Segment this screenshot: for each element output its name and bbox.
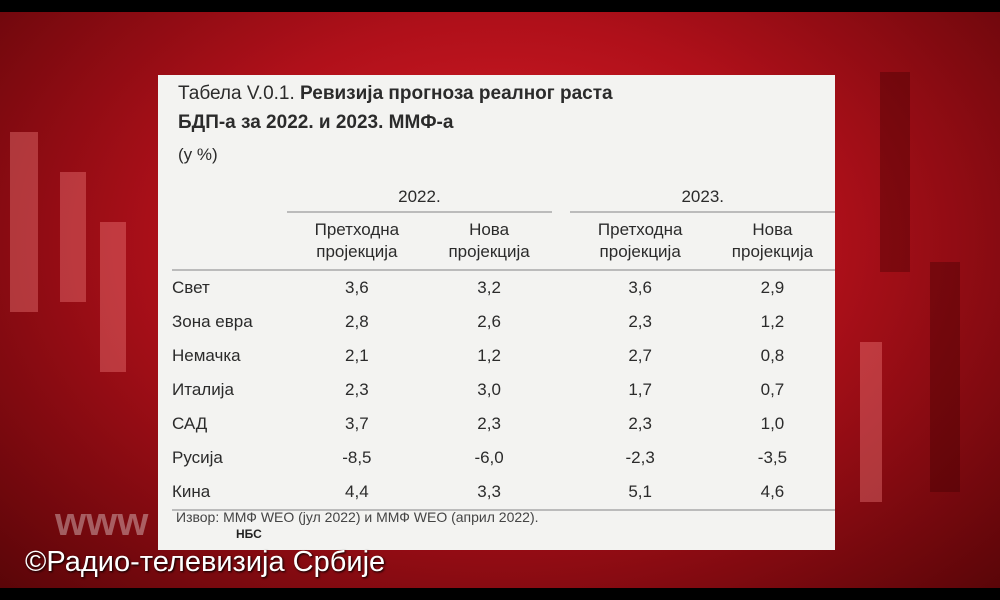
header-row: Претходна пројекција Нова пројекција Претх… bbox=[172, 212, 835, 271]
cell: 1,0 bbox=[760, 414, 785, 433]
cell: 4,4 bbox=[287, 475, 427, 511]
column-header: Претходна пројекција bbox=[287, 212, 427, 271]
watermark: ©Радио-телевизија Србије bbox=[25, 546, 386, 578]
cell: 2,3 bbox=[345, 380, 369, 399]
cell: 2,7 bbox=[628, 346, 652, 365]
cell: 2,1 bbox=[345, 346, 369, 365]
cell bbox=[172, 212, 288, 271]
row-label: Зона евра bbox=[172, 312, 253, 331]
cell: 2,3 bbox=[628, 312, 652, 331]
table: 2022. 2023. Претходна пројекција Нова проје… bbox=[172, 173, 835, 511]
gap bbox=[552, 173, 571, 212]
cell: 1,2 bbox=[760, 312, 785, 331]
row: САД 3,7 2,3 2,3 1,0 bbox=[172, 407, 835, 441]
candle bbox=[60, 172, 86, 302]
cell: 3,7 bbox=[345, 414, 369, 433]
cell: -3,5 bbox=[757, 448, 788, 467]
candle bbox=[880, 72, 910, 272]
row: Италија 2,3 3,0 1,7 0,7 bbox=[172, 373, 835, 407]
cell: 3,6 bbox=[628, 278, 652, 297]
column-header: Нова пројекција bbox=[709, 212, 835, 271]
column-header: Претходна пројекција bbox=[570, 212, 710, 271]
unit: (у %) bbox=[178, 145, 218, 164]
cell: 2,9 bbox=[760, 278, 785, 297]
table-panel: Табела V.0.1. Ревизија прогноза реалног … bbox=[158, 75, 835, 550]
cell: 0,8 bbox=[760, 346, 785, 365]
logo: НБС bbox=[236, 527, 262, 541]
row-label: Свет bbox=[172, 278, 210, 297]
caption-label: Табела V.0.1. bbox=[178, 83, 295, 104]
cell: 3,3 bbox=[426, 475, 552, 511]
year: 2023. bbox=[570, 173, 835, 213]
row-label: САД bbox=[172, 414, 208, 433]
gap bbox=[552, 339, 571, 373]
gap bbox=[552, 270, 571, 305]
row-label: Немачка bbox=[172, 346, 241, 365]
cell: -6,0 bbox=[474, 448, 504, 467]
row: Немачка 2,1 1,2 2,7 0,8 bbox=[172, 339, 835, 373]
gap bbox=[551, 475, 571, 511]
year: 2022. bbox=[287, 173, 552, 213]
gap bbox=[552, 441, 571, 475]
cell: -2,3 bbox=[625, 448, 655, 467]
cell: 1,7 bbox=[628, 380, 652, 399]
row-label: Италија bbox=[172, 380, 234, 399]
candle bbox=[10, 132, 38, 312]
cell: -8,5 bbox=[342, 448, 372, 467]
cell: 1,2 bbox=[477, 346, 501, 365]
cell: 2,3 bbox=[628, 414, 652, 433]
gap bbox=[552, 407, 571, 441]
cell: 2,8 bbox=[345, 312, 369, 331]
caption: Табела V.0.1. Ревизија прогноза реалног … bbox=[178, 79, 613, 137]
row: Зона евра 2,8 2,6 2,3 1,2 bbox=[172, 305, 835, 339]
cell: 4,6 bbox=[709, 475, 835, 511]
candle bbox=[100, 222, 126, 372]
caption-title: Ревизија прогноза реалног раста bbox=[300, 83, 613, 104]
year-row: 2022. 2023. bbox=[172, 173, 835, 213]
cell: 0,7 bbox=[760, 380, 785, 399]
gap bbox=[552, 305, 571, 339]
candle bbox=[930, 262, 960, 492]
cell: 3,2 bbox=[477, 278, 501, 297]
gap bbox=[551, 212, 571, 271]
row: Кина 4,4 3,3 5,1 4,6 bbox=[172, 475, 835, 511]
column-header: Нова пројекција bbox=[426, 212, 552, 271]
row: Русија -8,5 -6,0 -2,3 -3,5 bbox=[172, 441, 835, 475]
cell: 3,6 bbox=[345, 278, 369, 297]
candle bbox=[860, 342, 882, 502]
row: Свет 3,6 3,2 3,6 2,9 bbox=[172, 270, 835, 305]
caption-title: БДП-а за 2022. и 2023. ММФ-а bbox=[178, 112, 454, 133]
row-label: Кина bbox=[172, 475, 288, 511]
cell bbox=[172, 173, 287, 212]
web-watermark: www bbox=[55, 500, 149, 544]
row-label: Русија bbox=[172, 448, 223, 467]
cell: 3,0 bbox=[477, 380, 501, 399]
source: Извор: ММФ WEO (јул 2022) и ММФ WEO (апр… bbox=[176, 509, 539, 525]
gap bbox=[552, 373, 571, 407]
cell: 2,3 bbox=[477, 414, 501, 433]
cell: 2,6 bbox=[477, 312, 501, 331]
cell: 5,1 bbox=[570, 475, 710, 511]
